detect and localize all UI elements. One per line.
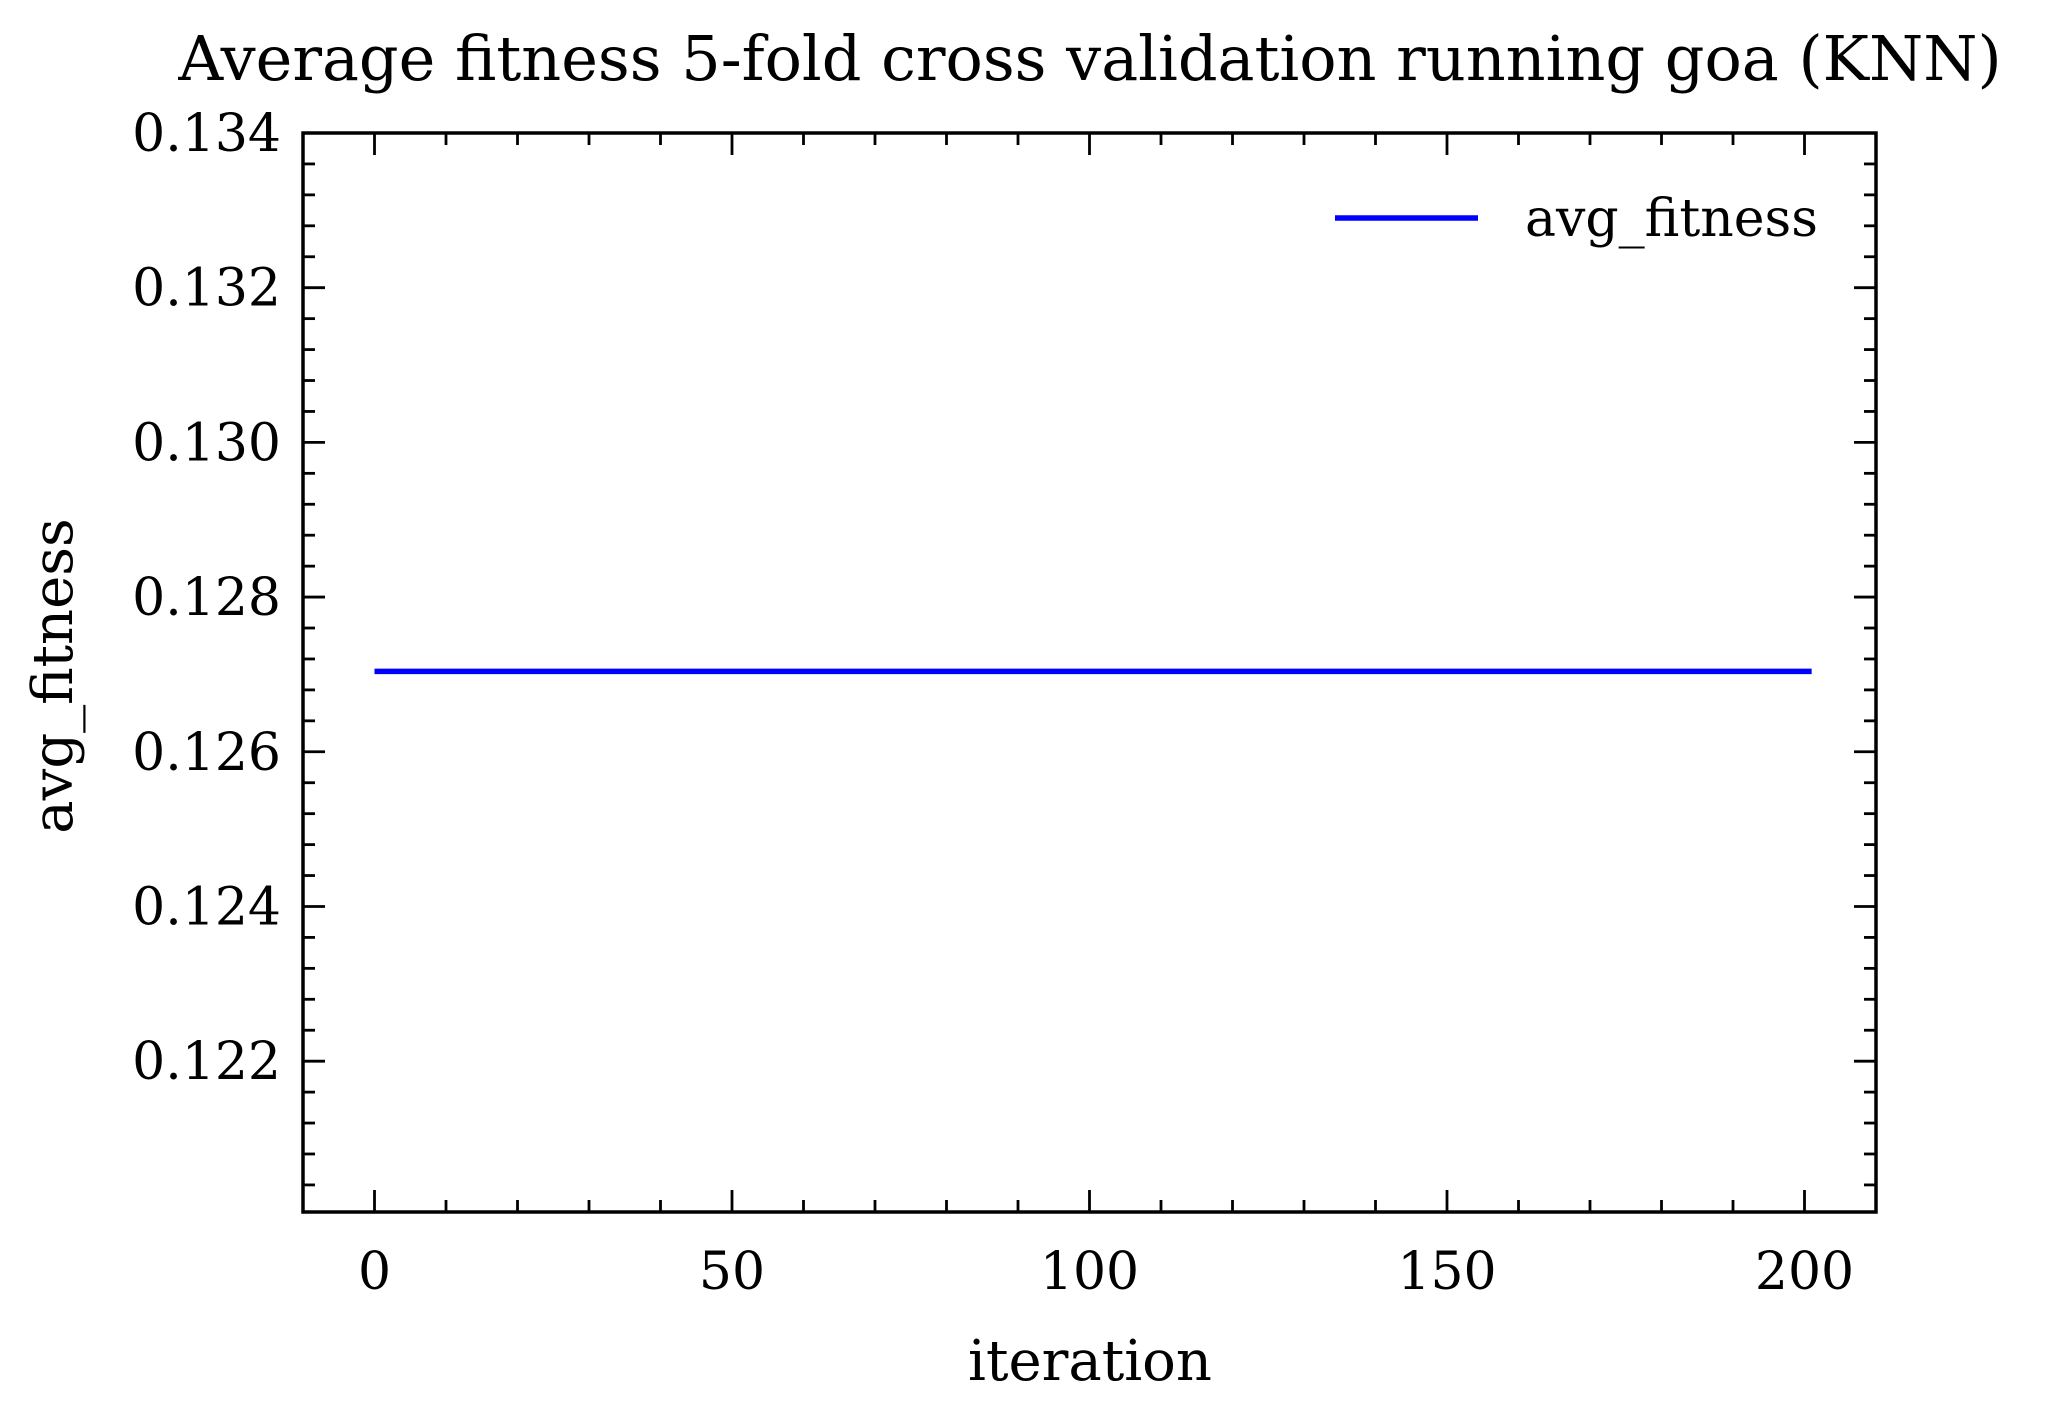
y-axis-label: avg_fitness	[21, 518, 86, 833]
y-tick-label: 0.122	[132, 1032, 281, 1092]
y-tick-label: 0.130	[132, 413, 281, 473]
plot-area: 0 50 100 150 200 0.122 0.124 0.126 0.128 0.130 0.1…	[132, 104, 1878, 1302]
x-tick-label: 50	[699, 1242, 765, 1302]
x-tick-label: 200	[1755, 1242, 1854, 1302]
chart-title: Average fitness 5-fold cross validation …	[177, 22, 2001, 95]
legend-label: avg_fitness	[1525, 189, 1818, 249]
y-tick-label: 0.126	[132, 723, 281, 783]
y-tick-label: 0.134	[132, 104, 281, 164]
x-tick-label: 150	[1397, 1242, 1496, 1302]
y-tick-label: 0.128	[132, 568, 281, 628]
x-axis-label: iteration	[968, 1329, 1212, 1394]
x-tick-label: 0	[358, 1242, 391, 1302]
y-tick-label: 0.124	[132, 877, 281, 937]
x-tick-label: 100	[1040, 1242, 1139, 1302]
y-tick-label: 0.132	[132, 259, 281, 319]
